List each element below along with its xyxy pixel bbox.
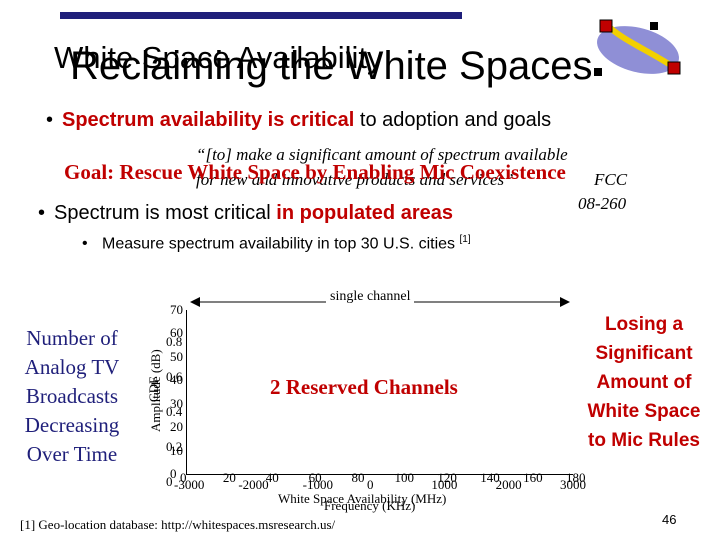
goal-statement: Goal: Rescue White Space by Enabling Mic… <box>64 160 566 184</box>
y-tick-label: 0 <box>166 474 173 489</box>
x-tick-label: 180 <box>566 470 586 485</box>
mic-rules-note-line: White Space <box>587 401 701 422</box>
mic-rules-note: Losing a Significant Amount of White Spa… <box>576 310 712 455</box>
y-tick-label: 0.8 <box>166 334 183 349</box>
x-tick-label: 3000 <box>560 477 586 492</box>
y-tick-label: 40 <box>170 372 183 388</box>
fcc-quote-line1: “[to] make a significant amount of spect… <box>196 145 568 164</box>
y-tick-label: 50 <box>170 348 183 364</box>
analog-tv-note: Number of Analog TV Broadcasts Decreasin… <box>12 324 132 469</box>
x-tick-label: 0 <box>180 470 187 485</box>
bullet-availability-highlight: Spectrum availability is critical <box>62 109 355 131</box>
mic-rules-note-line: Amount of <box>596 372 692 393</box>
analog-tv-note-line: Analog TV <box>24 355 120 379</box>
analog-tv-note-line: Number of <box>26 326 118 350</box>
y-tick-label: 60 <box>170 325 183 341</box>
x-axis-label-availability: White Space Availability (MHz) <box>278 491 447 506</box>
x-tick-label: 160 <box>523 470 543 485</box>
analog-tv-note-line: Decreasing <box>24 413 120 437</box>
chart-plot-area <box>186 310 573 475</box>
y-tick-label: 70 <box>170 302 183 317</box>
x-tick-label: 60 <box>308 470 322 485</box>
sub-bullet-ref: [1] <box>459 234 471 245</box>
slide-title-overlay: White Space Availability <box>54 40 383 75</box>
whitespace-logo-icon <box>594 19 681 76</box>
x-tick-label: -1000 <box>302 477 333 492</box>
bullet-availability-rest: to adoption and goals <box>354 109 552 131</box>
fcc-quote-source: FCC <box>594 170 628 189</box>
single-channel-label: single channel <box>326 289 415 305</box>
page-number: 46 <box>662 512 677 527</box>
analog-tv-note-line: Over Time <box>26 442 118 466</box>
fcc-quote-number: 08-260 <box>578 194 627 213</box>
x-tick-label: 140 <box>480 470 500 485</box>
y-axis-label-amplitude: Amplitude (dB) <box>148 349 163 432</box>
analog-tv-note-line: Broadcasts <box>25 384 119 408</box>
x-tick-label: 100 <box>394 470 414 485</box>
x-tick-label: 2000 <box>495 477 522 492</box>
mic-rules-note-line: to Mic Rules <box>588 430 700 451</box>
x-tick-label: 40 <box>265 470 279 485</box>
x-tick-label: 80 <box>351 470 365 485</box>
x-tick-label: 1000 <box>431 477 458 492</box>
reserved-channels-label: 2 Reserved Channels <box>270 375 458 399</box>
x-tick-label: -3000 <box>174 477 205 492</box>
fcc-quote-line2: for new and innovative products and serv… <box>196 170 514 189</box>
bullet-populated-areas: • Spectrum is most critical in populated … <box>38 202 453 224</box>
slide-title: Reclaiming the White Spaces <box>70 44 593 88</box>
footnote: [1] Geo-location database: http://whites… <box>20 517 336 532</box>
mic-rules-note-line: Significant <box>595 343 693 364</box>
x-tick-label: 0 <box>367 477 374 492</box>
bullet-populated-text: Spectrum is most critical <box>54 202 277 224</box>
sub-bullet-measure: • Measure spectrum availability in top 30… <box>82 234 471 253</box>
x-axis-label-frequency: Frequency (KHz) <box>324 498 416 513</box>
bullet-availability: • Spectrum availability is critical to ad… <box>46 109 552 131</box>
y-tick-label: 20 <box>170 419 183 435</box>
sub-bullet-text: Measure spectrum availability in top 30 … <box>102 235 456 253</box>
y-tick-label: 0.4 <box>166 404 183 419</box>
x-tick-label: 120 <box>437 470 457 485</box>
x-tick-label: 20 <box>222 470 236 485</box>
y-tick-label: 10 <box>170 442 183 458</box>
bullet-populated-highlight: in populated areas <box>276 202 453 224</box>
mic-rules-note-line: Losing a <box>604 314 684 335</box>
x-tick-label: -2000 <box>238 477 269 492</box>
y-tick-label: 0 <box>170 466 177 481</box>
y-tick-label: 0.2 <box>166 439 183 454</box>
y-tick-label: 0.6 <box>166 369 183 384</box>
y-tick-label: 30 <box>170 395 183 411</box>
top-accent-bar <box>60 12 462 19</box>
